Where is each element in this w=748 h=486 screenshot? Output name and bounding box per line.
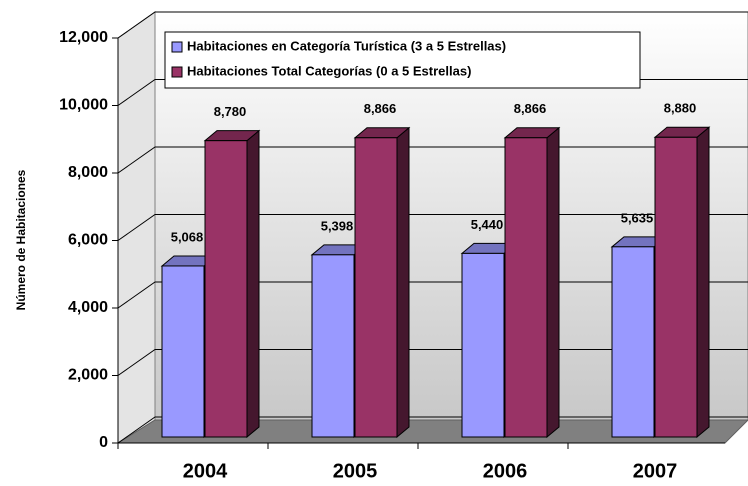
- bar: [161, 265, 205, 438]
- x-tick-label: 2004: [183, 460, 228, 482]
- legend: [164, 31, 641, 89]
- bar: [311, 254, 355, 438]
- bar-side: [546, 126, 560, 439]
- legend-swatch: [171, 66, 183, 78]
- y-tick-label: 12,000: [59, 29, 108, 46]
- value-label: 8,866: [514, 101, 547, 116]
- x-tick-label: 2006: [483, 460, 528, 482]
- y-tick-label: 8,000: [68, 164, 108, 181]
- grid-line: [117, 11, 748, 39]
- value-label: 5,635: [621, 210, 654, 225]
- bar: [504, 137, 548, 438]
- bar: [461, 252, 505, 438]
- y-tick-label: 6,000: [68, 232, 108, 249]
- y-tick-label: 2,000: [68, 367, 108, 384]
- bar: [354, 137, 398, 438]
- legend-label: Habitaciones en Categoría Turística (3 a…: [187, 38, 506, 53]
- bar: [204, 140, 248, 438]
- x-tick-label: 2005: [333, 460, 378, 482]
- value-label: 5,440: [471, 217, 504, 232]
- bar-side: [246, 129, 260, 439]
- value-label: 8,866: [364, 101, 397, 116]
- y-tick-label: 10,000: [59, 97, 108, 114]
- bar: [611, 246, 655, 438]
- bar: [654, 136, 698, 438]
- bar-side: [696, 126, 710, 439]
- value-label: 5,068: [171, 229, 204, 244]
- x-tick-label: 2007: [633, 460, 678, 482]
- value-label: 8,780: [214, 104, 247, 119]
- legend-swatch: [171, 41, 183, 53]
- value-label: 8,880: [664, 101, 697, 116]
- y-axis-label: Número de Habitaciones: [14, 169, 28, 310]
- y-tick-label: 0: [99, 434, 108, 451]
- y-tick-label: 4,000: [68, 299, 108, 316]
- bar-side: [396, 126, 410, 439]
- legend-label: Habitaciones Total Categorías (0 a 5 Est…: [187, 63, 471, 78]
- value-label: 5,398: [321, 218, 354, 233]
